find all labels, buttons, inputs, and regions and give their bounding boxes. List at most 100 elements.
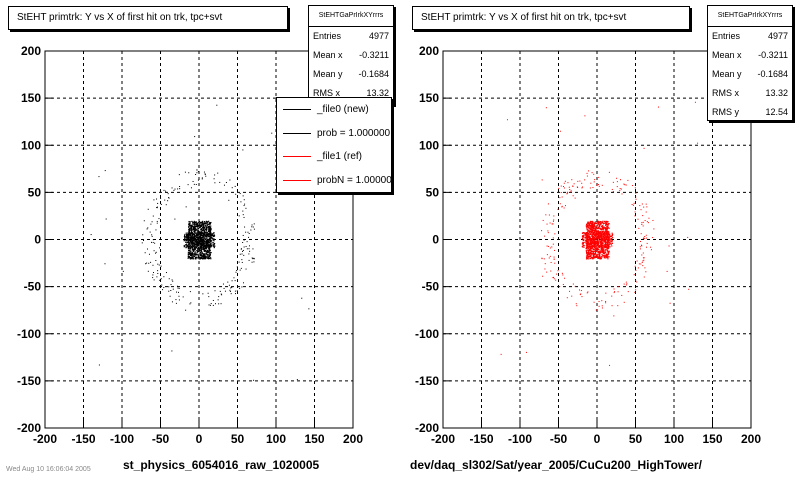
data-point — [193, 249, 195, 252]
legend-label: _file0 (new) — [317, 104, 369, 116]
data-point — [604, 231, 606, 233]
data-point — [201, 222, 204, 224]
data-point — [551, 223, 553, 225]
data-point — [194, 231, 196, 233]
data-point — [588, 222, 590, 224]
data-point — [593, 257, 596, 259]
data-point — [605, 302, 607, 304]
data-point — [588, 234, 590, 236]
data-point — [599, 255, 601, 258]
data-point — [623, 283, 625, 285]
data-point — [216, 104, 218, 106]
data-point — [597, 232, 599, 234]
data-point — [210, 229, 212, 231]
right-stats-box: StEHTGaPrIrkXYrrrs Entries 4977 Mean x -… — [707, 5, 793, 121]
data-point — [607, 247, 610, 249]
data-point — [594, 222, 597, 225]
data-point — [243, 246, 245, 248]
stats-value: 13.32 — [765, 88, 788, 98]
data-point — [608, 256, 610, 258]
data-point — [549, 255, 551, 257]
data-point — [187, 254, 190, 256]
data-point — [604, 247, 606, 249]
data-point — [585, 248, 587, 250]
data-point — [586, 172, 588, 174]
data-point — [245, 231, 247, 233]
data-point — [202, 248, 205, 251]
data-point — [206, 250, 208, 252]
data-point — [203, 256, 205, 259]
data-point — [643, 257, 645, 259]
data-point — [170, 290, 172, 292]
data-point — [611, 305, 613, 307]
data-point — [234, 290, 236, 292]
data-point — [546, 245, 548, 247]
data-point — [207, 256, 209, 258]
data-point — [599, 251, 601, 254]
data-point — [604, 235, 606, 237]
data-point — [245, 245, 247, 247]
data-point — [202, 226, 205, 228]
data-point — [227, 281, 229, 283]
data-point — [594, 249, 596, 251]
data-point — [204, 173, 206, 175]
data-point — [207, 230, 209, 233]
data-point — [552, 237, 554, 239]
data-point — [586, 256, 588, 258]
data-point — [194, 238, 196, 241]
data-point — [146, 262, 148, 264]
data-point — [591, 223, 593, 225]
data-point — [194, 247, 196, 249]
data-point — [594, 231, 596, 233]
data-point — [198, 247, 200, 249]
data-point — [591, 228, 593, 230]
data-point — [199, 226, 201, 228]
data-point — [201, 244, 204, 246]
data-point — [190, 257, 192, 259]
y-tick-label: 150 — [21, 91, 41, 105]
data-point — [203, 242, 205, 244]
data-point — [650, 249, 652, 251]
data-point — [240, 267, 242, 269]
data-point — [589, 230, 591, 232]
data-point — [150, 261, 152, 263]
data-point — [194, 256, 197, 258]
data-point — [192, 239, 194, 241]
data-point — [541, 258, 543, 260]
data-point — [566, 193, 568, 195]
data-point — [602, 255, 605, 257]
data-point — [200, 245, 202, 248]
data-point — [248, 236, 250, 238]
data-point — [198, 250, 200, 252]
data-point — [589, 249, 591, 251]
data-point — [551, 246, 553, 248]
data-point — [563, 187, 565, 189]
data-point — [607, 240, 610, 243]
data-point — [594, 247, 596, 249]
data-point — [195, 258, 197, 260]
data-point — [595, 229, 597, 231]
x-tick-label: 200 — [343, 432, 363, 446]
data-point — [192, 239, 194, 242]
data-point — [194, 222, 196, 224]
data-point — [601, 242, 603, 245]
data-point — [191, 232, 193, 234]
data-point — [578, 289, 580, 291]
data-point — [603, 241, 605, 243]
data-point — [600, 230, 602, 232]
data-point — [588, 256, 590, 258]
data-point — [553, 215, 555, 217]
data-point — [192, 245, 195, 247]
data-point — [200, 248, 203, 250]
data-point — [199, 232, 201, 234]
data-point — [636, 281, 638, 283]
data-point — [592, 236, 594, 238]
data-point — [189, 303, 191, 305]
data-point — [205, 241, 208, 243]
data-point — [209, 242, 211, 244]
data-point — [616, 186, 618, 188]
data-point — [600, 220, 602, 223]
data-point — [185, 239, 188, 242]
data-point — [608, 242, 610, 244]
data-point — [590, 244, 592, 246]
